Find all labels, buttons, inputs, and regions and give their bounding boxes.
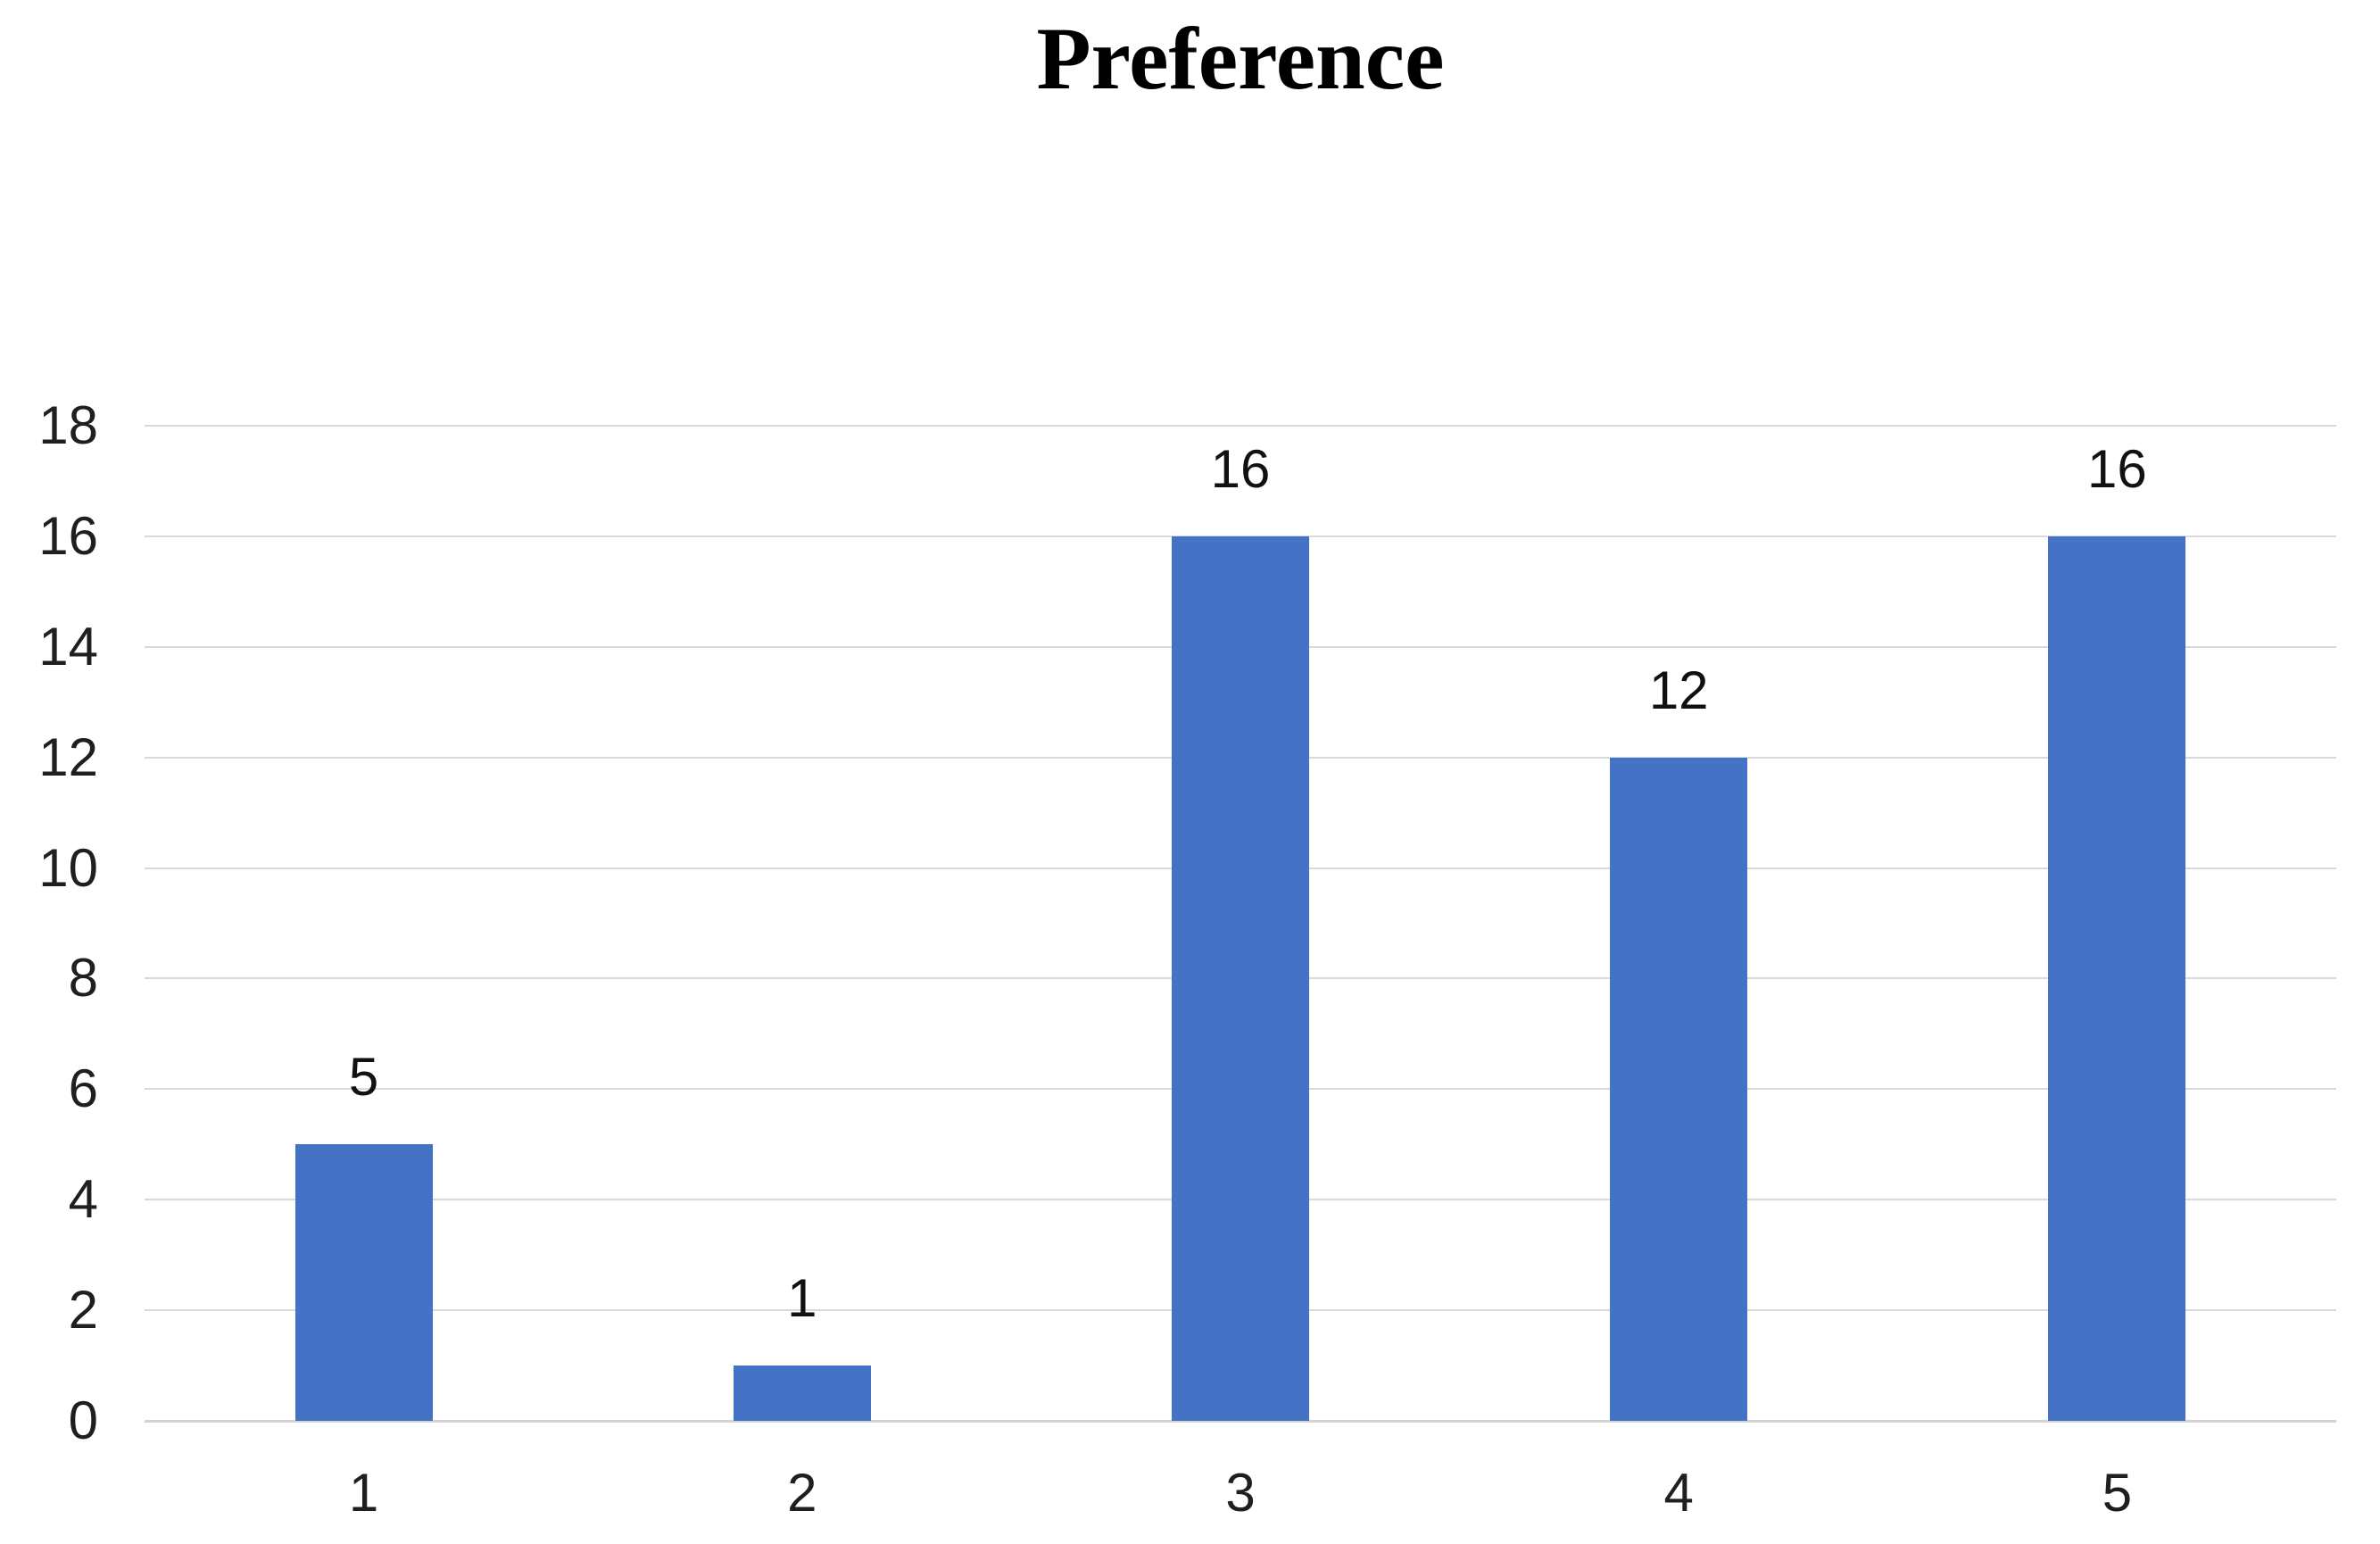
gridline <box>145 425 2336 427</box>
x-axis-tick-label: 4 <box>1663 1463 1694 1523</box>
y-axis-tick-label: 0 <box>68 1390 98 1450</box>
x-axis-tick-label: 5 <box>2102 1463 2133 1523</box>
bar-data-label: 5 <box>348 1047 379 1108</box>
bar-data-label: 16 <box>2087 438 2147 499</box>
x-axis-tick-label: 2 <box>787 1463 817 1523</box>
y-axis-tick-label: 8 <box>68 948 98 1009</box>
bar <box>2048 535 2186 1421</box>
y-axis-tick-label: 14 <box>38 616 98 677</box>
bar-data-label: 1 <box>787 1268 817 1329</box>
x-axis-tick-label: 1 <box>348 1463 379 1523</box>
bar <box>1610 757 1748 1421</box>
y-axis-tick-label: 10 <box>38 837 98 898</box>
bar <box>1172 535 1309 1421</box>
chart-title: Preference <box>1036 9 1445 108</box>
y-axis-tick-label: 6 <box>68 1058 98 1119</box>
y-axis-tick-label: 12 <box>38 726 98 787</box>
bar-data-label: 16 <box>1210 438 1271 499</box>
bar <box>294 1144 433 1421</box>
bar-data-label: 12 <box>1648 660 1709 720</box>
plot-area: 5 1 16 12 16 <box>145 425 2336 1423</box>
y-axis-tick-label: 16 <box>38 505 98 566</box>
y-axis-tick-label: 2 <box>68 1280 98 1341</box>
x-axis-tick-label: 3 <box>1225 1463 1256 1523</box>
y-axis-tick-label: 18 <box>38 395 98 455</box>
bar <box>733 1366 871 1421</box>
x-axis-line <box>145 1420 2336 1423</box>
gridline <box>145 535 2336 537</box>
y-axis-tick-label: 4 <box>68 1169 98 1230</box>
